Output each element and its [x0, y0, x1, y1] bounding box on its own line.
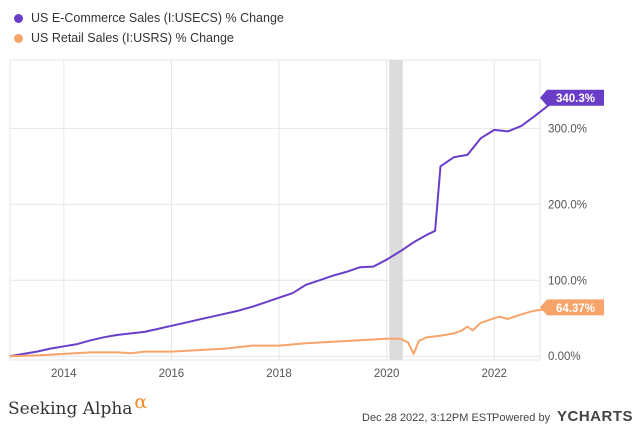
x-tick-label: 2016: [159, 368, 185, 380]
legend-item-ecommerce[interactable]: US E-Commerce Sales (I:USECS) % Change: [14, 8, 284, 28]
timestamp: Dec 28 2022, 3:12PM EST.: [362, 412, 495, 424]
y-tick-label: 200.0%: [548, 199, 587, 211]
alpha-symbol-icon: α: [134, 391, 148, 413]
legend-marker-ecommerce: [14, 13, 23, 23]
x-tick-label: 2020: [374, 368, 400, 380]
y-tick-label: 0.00%: [548, 351, 581, 363]
series-line-0: [9, 96, 563, 358]
end-labels: 340.3% 64.37%: [540, 89, 604, 316]
axes: 2014 2016 2018 2020 2022 0.00% 100.0% 200.0% 300…: [51, 123, 587, 380]
ycharts-logo[interactable]: YCHARTS: [557, 408, 634, 425]
plot-frame: [9, 59, 541, 361]
series-lines: [9, 96, 563, 358]
seeking-alpha-logo: Seeking Alpha α: [8, 391, 147, 419]
legend-label-retail: US Retail Sales (I:USRS) % Change: [31, 31, 234, 45]
y-tick-label: 300.0%: [548, 123, 587, 135]
x-tick-label: 2022: [481, 368, 507, 380]
grid: [9, 59, 541, 361]
end-label-1: 64.37%: [556, 303, 595, 315]
end-label-bg-0: [540, 89, 604, 106]
legend-label-ecommerce: US E-Commerce Sales (I:USECS) % Change: [31, 11, 284, 25]
recession-band: [389, 60, 403, 360]
end-label-0: 340.3%: [556, 93, 595, 105]
series-line-1: [9, 306, 562, 358]
legend-marker-retail: [14, 33, 23, 43]
x-tick-label: 2014: [51, 368, 77, 380]
legend-item-retail[interactable]: US Retail Sales (I:USRS) % Change: [14, 28, 284, 48]
chart-legend: US E-Commerce Sales (I:USECS) % Change U…: [14, 8, 284, 48]
x-tick-label: 2018: [266, 368, 292, 380]
y-tick-label: 100.0%: [548, 275, 587, 287]
brand-name: Seeking Alpha: [8, 399, 133, 419]
end-label-bg-1: [540, 299, 604, 316]
shaded-band: [389, 60, 403, 360]
powered-by-label: Powered by: [492, 412, 551, 424]
